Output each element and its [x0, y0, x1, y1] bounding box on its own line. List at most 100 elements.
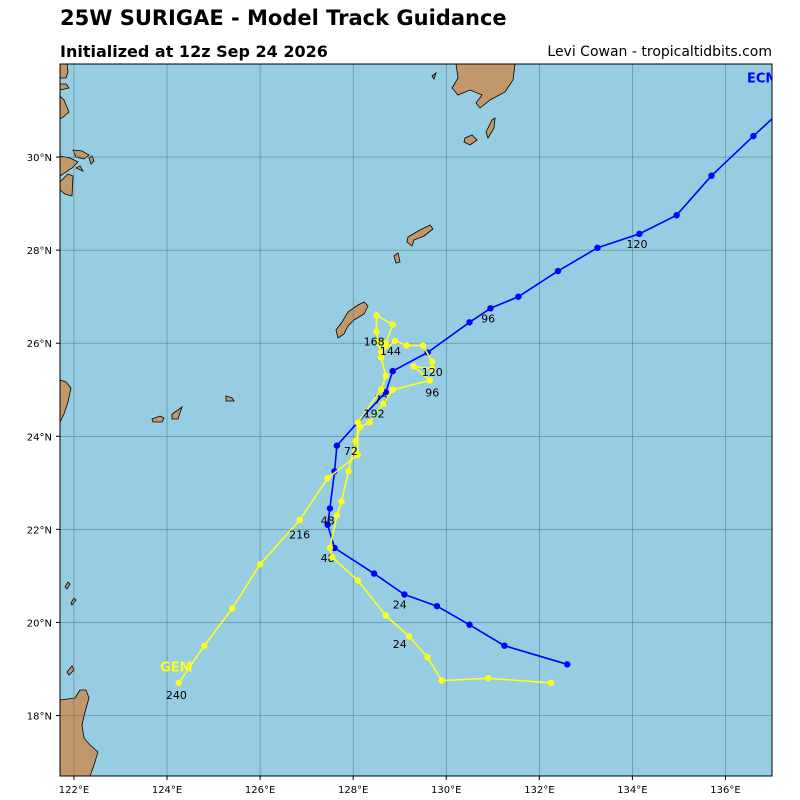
batanes-island-1 [70, 597, 77, 606]
gem-track-point [438, 677, 445, 684]
zhoushan-island-3 [75, 165, 84, 172]
ecm-track-point [466, 621, 473, 628]
kyushu-island [451, 64, 516, 109]
china-coast-1 [60, 64, 69, 79]
ecm-track-point [636, 230, 643, 238]
gem-track-point [375, 340, 382, 347]
gem-forecast-hour-label: 72 [344, 445, 358, 458]
gem-track-point [175, 679, 182, 687]
ecm-track-point [708, 172, 715, 179]
ecm-track-point [750, 132, 757, 140]
ocean-background [60, 64, 772, 776]
gem-forecast-hour-label: 120 [422, 366, 443, 379]
lat-tick-label: 24°N [27, 432, 52, 443]
gem-track-point [377, 353, 385, 361]
gem-track-point [373, 312, 380, 319]
ecm-track-point [515, 293, 522, 300]
lat-tick-label: 22°N [27, 525, 52, 536]
ecm-track-point [324, 521, 331, 528]
gem-track-point [419, 342, 427, 349]
lat-lon-gridlines [60, 64, 772, 776]
gem-track-point [426, 377, 434, 384]
gem-track-point [389, 321, 396, 328]
ecm-track-point [673, 212, 680, 219]
ecm-model-name-label: ECM [747, 72, 778, 87]
gem-track-point [373, 328, 380, 335]
china-coast-4 [60, 155, 79, 177]
ishigaki-island [171, 405, 183, 420]
ecm-track-point [594, 244, 601, 252]
gem-track-point [345, 467, 352, 475]
ecm-forecast-hour-label: 120 [627, 238, 648, 251]
gem-track-point [382, 612, 389, 619]
gem-track-point [354, 577, 362, 584]
gem-track-point [484, 675, 492, 682]
axis-ticks: 122°E 124°E 126°E 128°E 130°E 132°E 134°E 136°E… [27, 153, 741, 796]
china-coast-5 [60, 173, 74, 197]
ecm-track-point [370, 570, 378, 577]
gem-track-point [403, 342, 410, 349]
okinawa-island [335, 301, 369, 339]
taiwan-island [60, 379, 72, 423]
amami-island [406, 224, 434, 247]
gem-forecast-hour-label: 168 [364, 336, 385, 349]
china-coast-2 [60, 83, 70, 91]
ecm-track-point [433, 602, 441, 610]
ecm-forecast-hour-label: 96 [481, 312, 495, 325]
gem-track-point [354, 451, 362, 459]
gem-track-point [324, 474, 331, 482]
gem-track-point [405, 633, 413, 640]
lon-tick-label: 136°E [710, 785, 740, 796]
lon-tick-label: 122°E [59, 785, 89, 796]
lon-tick-label: 134°E [617, 785, 647, 796]
map-frame [59, 63, 773, 777]
gem-track-point [201, 642, 208, 649]
ecm-track-point [466, 319, 473, 326]
gem-track-point [382, 372, 389, 379]
china-coast-3 [60, 95, 70, 119]
gem-track-point [429, 365, 436, 373]
gem-track-point [338, 498, 345, 505]
gem-track-point [256, 561, 264, 568]
gem-track-point [329, 554, 336, 561]
ecm-track-point [564, 661, 571, 668]
gem-forecast-hour-label: 216 [289, 529, 310, 542]
gem-track-point [296, 516, 303, 524]
gem-track-point [352, 437, 359, 445]
ecm-track-point [783, 103, 789, 109]
gem-track-point [410, 363, 417, 370]
gem-track-point [389, 386, 396, 393]
batanes-island-2 [64, 581, 71, 590]
ecm-forecast-hour-label: 144 [785, 98, 800, 111]
gem-track-point [429, 358, 436, 366]
ecm-track-point [326, 505, 334, 512]
lon-tick-label: 124°E [152, 785, 182, 796]
iriomote-island [151, 415, 165, 423]
tanegashima-island [485, 117, 496, 139]
gem-model-name-label: GEM [160, 660, 193, 675]
gem-track-point [380, 400, 387, 407]
miyako-island [225, 395, 235, 402]
ecm-track-point [331, 467, 338, 475]
gem-track-point [391, 337, 399, 345]
lat-tick-label: 18°N [27, 712, 52, 723]
lon-tick-label: 132°E [524, 785, 554, 796]
init-time-subtitle: Initialized at 12z Sep 24 2026 [60, 42, 328, 61]
lon-tick-label: 130°E [431, 785, 461, 796]
gem-track-point [377, 349, 385, 356]
gem-track-point [354, 419, 362, 426]
gem-forecast-hour-label: 96 [425, 387, 439, 400]
gem-forecast-hour-label: 48 [321, 515, 335, 528]
lat-tick-label: 30°N [27, 153, 52, 164]
luzon-island [60, 689, 99, 776]
gem-track-point [377, 386, 385, 393]
ecm-forecast-hour-label: 24 [393, 598, 407, 611]
ecm-track-point [554, 267, 562, 275]
gem-track-point [366, 419, 373, 426]
yakushima-island [463, 134, 478, 146]
gem-track-point [547, 679, 555, 687]
ecm-track-point [389, 367, 396, 375]
